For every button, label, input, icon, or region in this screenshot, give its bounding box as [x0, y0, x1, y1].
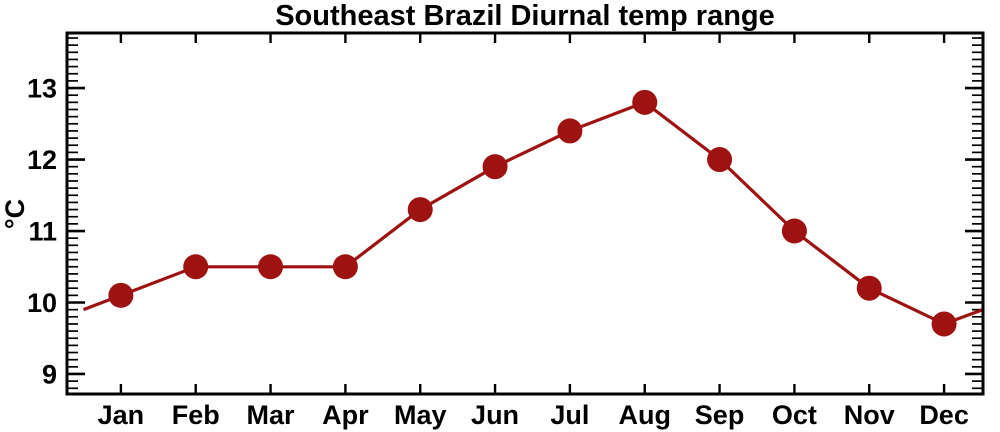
data-point-apr	[332, 254, 358, 280]
y-tick-label: 13	[27, 74, 57, 104]
x-tick-label-may: May	[394, 400, 447, 430]
x-tick-label-mar: Mar	[247, 400, 296, 430]
y-tick-label: 11	[28, 217, 57, 247]
data-point-jan	[108, 282, 134, 308]
y-axis-title: °C	[0, 199, 30, 229]
x-tick-label-sep: Sep	[695, 400, 745, 430]
x-tick-label-feb: Feb	[172, 400, 220, 430]
x-tick-label-nov: Nov	[844, 400, 895, 430]
x-tick-label-dec: Dec	[919, 400, 969, 430]
x-tick-label-aug: Aug	[618, 400, 670, 430]
data-point-jul	[557, 118, 583, 144]
data-point-sep	[707, 147, 733, 173]
data-point-aug	[632, 89, 658, 115]
chart-title: Southeast Brazil Diurnal temp range	[275, 0, 775, 32]
plot-area: 9 10 11 12 13 Jan Feb Mar Apr May Jun Jul Aug Sep Oct N…	[27, 31, 985, 430]
data-point-feb	[183, 254, 209, 280]
series-line	[82, 100, 984, 326]
y-tick-label: 9	[42, 359, 57, 389]
data-point-dec	[931, 311, 957, 337]
data-point-oct	[781, 218, 807, 244]
y-tick-label: 10	[27, 288, 57, 318]
x-tick-label-jun: Jun	[471, 400, 519, 430]
data-point-nov	[856, 275, 882, 301]
y-tick-label: 12	[27, 145, 57, 175]
x-tick-label-jan: Jan	[98, 400, 145, 430]
x-tick-label-apr: Apr	[322, 400, 369, 430]
x-tick-label-oct: Oct	[772, 400, 817, 430]
data-point-jun	[482, 154, 508, 180]
plot-frame	[65, 31, 985, 396]
data-point-mar	[258, 254, 284, 280]
data-point-may	[407, 197, 433, 223]
x-tick-label-jul: Jul	[550, 400, 589, 430]
